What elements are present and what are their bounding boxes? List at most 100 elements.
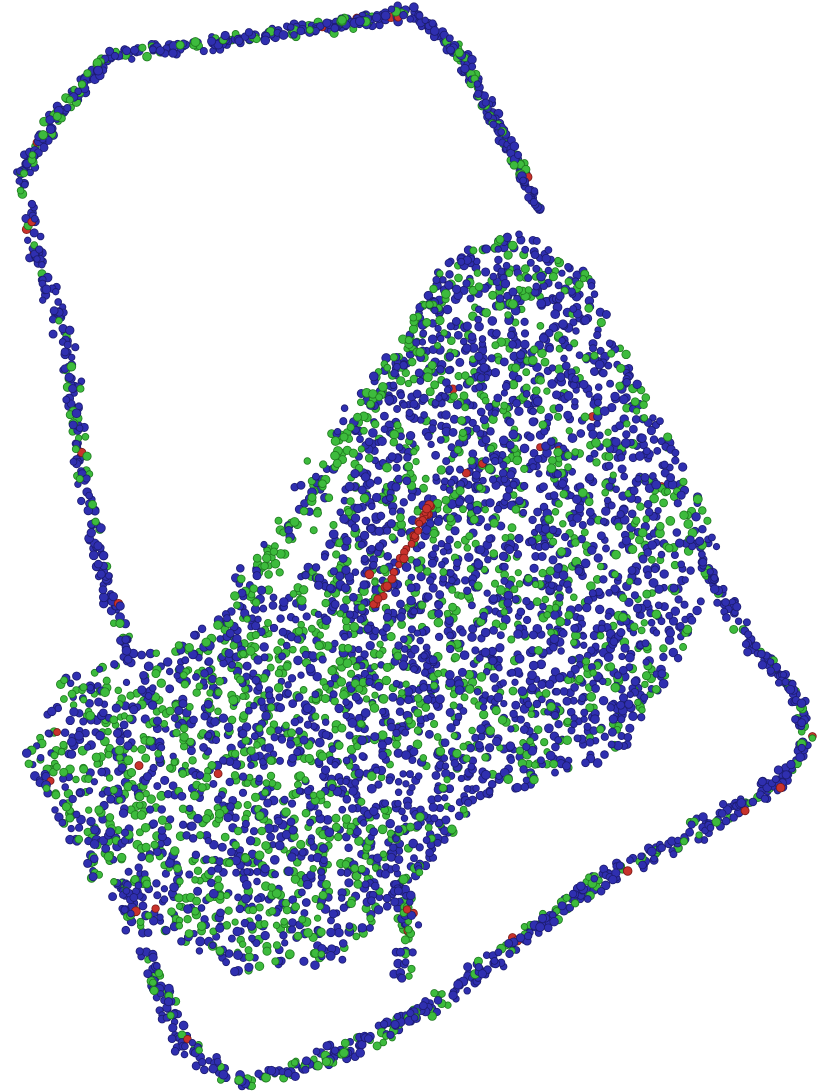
point bbox=[164, 998, 172, 1006]
point bbox=[322, 1057, 330, 1065]
point bbox=[704, 517, 711, 524]
point bbox=[443, 305, 452, 314]
point bbox=[252, 676, 260, 684]
point bbox=[336, 657, 344, 665]
point bbox=[512, 364, 520, 372]
point bbox=[353, 933, 360, 940]
point bbox=[563, 736, 572, 745]
point bbox=[482, 397, 489, 404]
point bbox=[298, 889, 305, 896]
point bbox=[538, 914, 546, 922]
point bbox=[165, 984, 174, 993]
point bbox=[589, 590, 596, 597]
point bbox=[255, 962, 264, 971]
point bbox=[541, 358, 549, 366]
point bbox=[51, 752, 58, 759]
point bbox=[404, 802, 411, 809]
point bbox=[360, 820, 367, 827]
point bbox=[72, 344, 79, 351]
point bbox=[455, 686, 464, 695]
point bbox=[87, 817, 96, 826]
point bbox=[357, 616, 364, 623]
point bbox=[302, 809, 310, 817]
point bbox=[291, 875, 299, 883]
point bbox=[772, 776, 779, 783]
point bbox=[542, 254, 550, 262]
point bbox=[537, 322, 544, 329]
point bbox=[383, 463, 392, 472]
point bbox=[576, 352, 583, 359]
point bbox=[179, 821, 186, 828]
point bbox=[261, 921, 268, 928]
point bbox=[70, 458, 77, 465]
point bbox=[510, 142, 519, 151]
point bbox=[150, 979, 157, 986]
point bbox=[597, 563, 604, 570]
point bbox=[539, 483, 547, 491]
point bbox=[474, 560, 483, 569]
point bbox=[556, 594, 563, 601]
point bbox=[95, 698, 103, 706]
point bbox=[167, 1012, 174, 1019]
point bbox=[559, 337, 566, 344]
point bbox=[393, 836, 400, 843]
point bbox=[557, 548, 566, 557]
point bbox=[643, 448, 650, 455]
point bbox=[454, 541, 461, 548]
point bbox=[494, 693, 503, 702]
point bbox=[648, 619, 655, 626]
point bbox=[589, 345, 596, 352]
point bbox=[670, 851, 677, 858]
point bbox=[515, 654, 524, 663]
point bbox=[582, 658, 589, 665]
point bbox=[78, 497, 85, 504]
point bbox=[552, 508, 559, 515]
point bbox=[362, 853, 368, 859]
point bbox=[232, 814, 240, 822]
point bbox=[566, 428, 573, 435]
point bbox=[481, 268, 489, 276]
point bbox=[96, 666, 102, 672]
point bbox=[758, 650, 766, 658]
point bbox=[565, 263, 572, 270]
point bbox=[201, 670, 209, 678]
point bbox=[146, 854, 154, 862]
point bbox=[482, 436, 490, 444]
point bbox=[235, 894, 242, 901]
point bbox=[546, 345, 553, 352]
point bbox=[378, 741, 386, 749]
point bbox=[521, 265, 529, 273]
point bbox=[464, 785, 471, 792]
point bbox=[496, 295, 504, 303]
point bbox=[406, 973, 413, 980]
point bbox=[439, 991, 446, 998]
point bbox=[641, 620, 648, 627]
point bbox=[422, 475, 429, 482]
point bbox=[192, 877, 199, 884]
point bbox=[607, 663, 615, 671]
point bbox=[342, 815, 351, 824]
point bbox=[693, 606, 702, 615]
point bbox=[424, 695, 432, 703]
point bbox=[550, 917, 559, 926]
point bbox=[574, 735, 581, 742]
point bbox=[143, 52, 152, 61]
point bbox=[393, 680, 400, 687]
point bbox=[428, 559, 436, 567]
point bbox=[131, 46, 139, 54]
point bbox=[767, 667, 774, 674]
point bbox=[741, 807, 749, 815]
point bbox=[283, 906, 291, 914]
point bbox=[707, 824, 714, 831]
point bbox=[482, 506, 488, 512]
point bbox=[395, 642, 403, 650]
point bbox=[490, 550, 498, 558]
point bbox=[637, 503, 645, 511]
point bbox=[517, 716, 524, 723]
point bbox=[285, 690, 292, 697]
point bbox=[396, 514, 404, 522]
point bbox=[397, 600, 405, 608]
point bbox=[586, 582, 595, 591]
point bbox=[563, 894, 570, 901]
point bbox=[761, 795, 768, 802]
